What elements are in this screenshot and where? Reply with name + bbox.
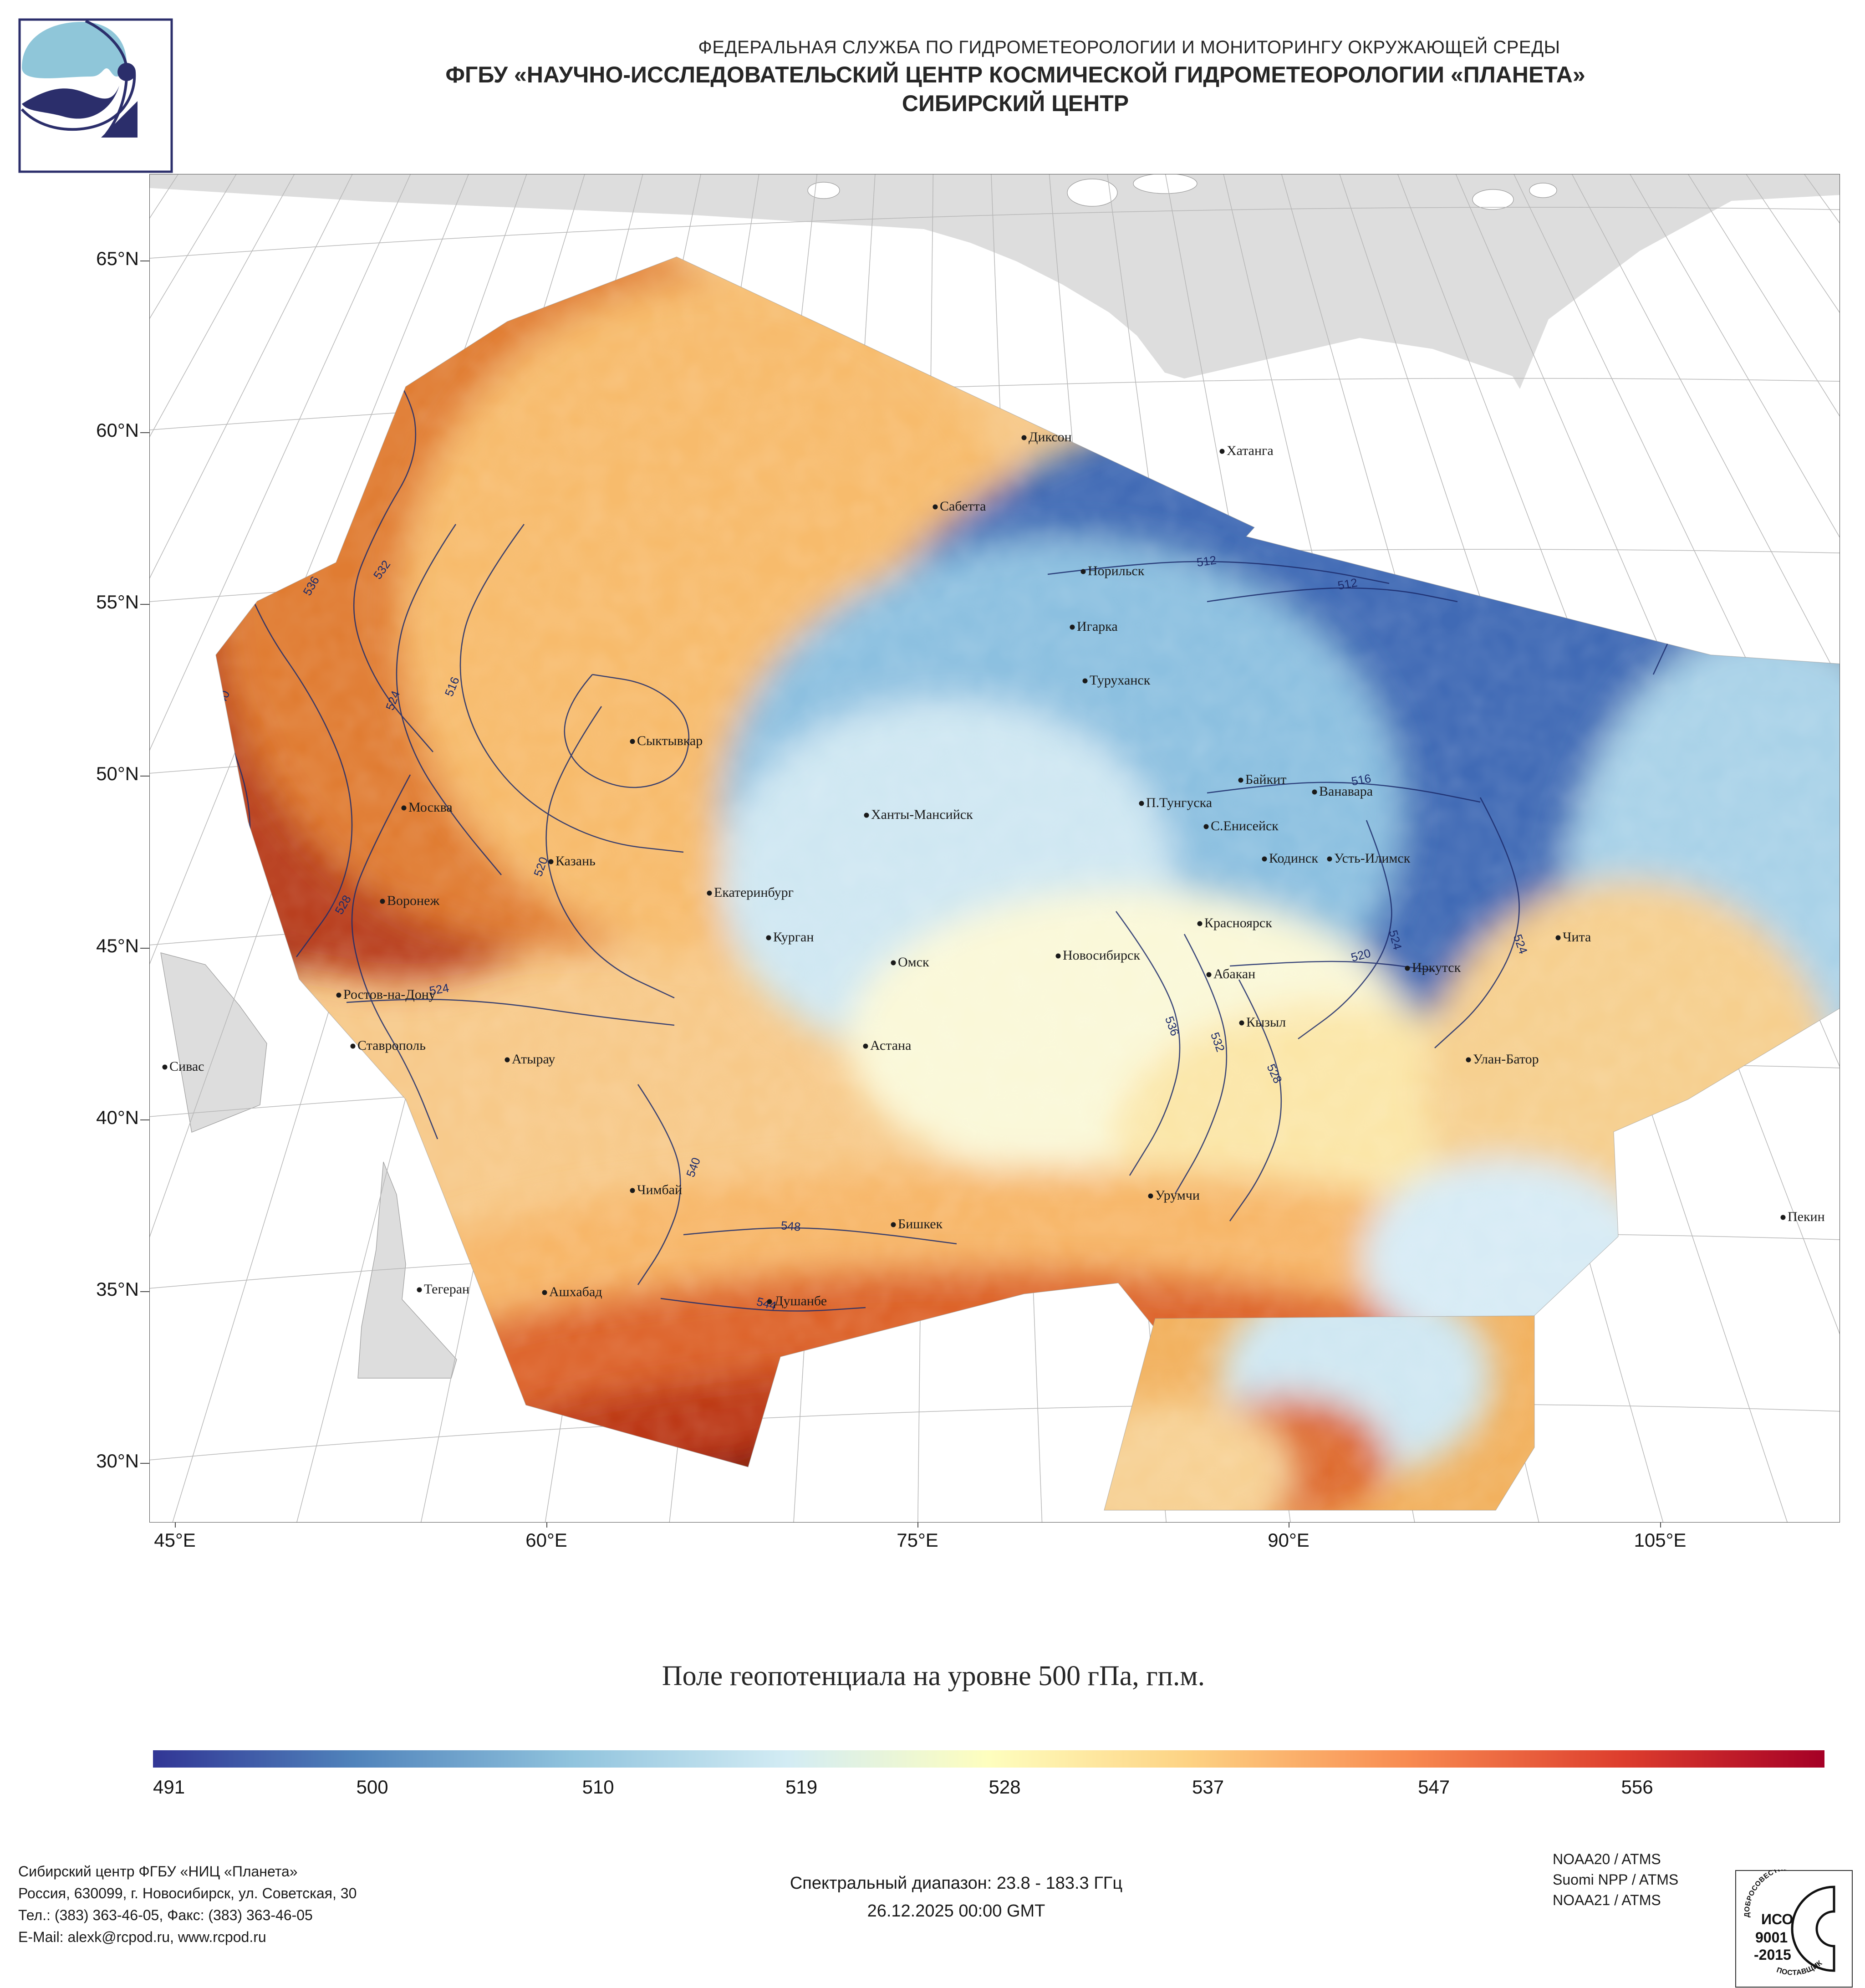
svg-text:Курган: Курган — [773, 930, 814, 945]
svg-text:П.Тунгуска: П.Тунгуска — [1146, 795, 1212, 810]
svg-text:9001: 9001 — [1755, 1929, 1788, 1946]
svg-text:-2015: -2015 — [1754, 1947, 1791, 1963]
svg-text:Ханты-Мансийск: Ханты-Мансийск — [871, 807, 973, 822]
svg-text:Иркутск: Иркутск — [1412, 960, 1461, 975]
svg-text:Кызыл: Кызыл — [1246, 1015, 1286, 1030]
svg-text:Улан-Батор: Улан-Батор — [1473, 1052, 1539, 1067]
svg-text:Красноярск: Красноярск — [1204, 915, 1272, 930]
svg-text:Душанбе: Душанбе — [774, 1293, 827, 1308]
svg-text:Диксон: Диксон — [1029, 429, 1072, 445]
svg-text:Байкит: Байкит — [1245, 772, 1286, 787]
svg-text:Сыктывкар: Сыктывкар — [637, 733, 703, 748]
svg-text:Чита: Чита — [1563, 930, 1591, 945]
svg-text:Ростов-на-Дону: Ростов-на-Дону — [343, 987, 436, 1002]
svg-text:Бишкек: Бишкек — [898, 1216, 943, 1232]
svg-text:С.Енисейск: С.Енисейск — [1211, 818, 1279, 833]
svg-text:512: 512 — [1196, 553, 1217, 569]
svg-text:Москва: Москва — [408, 800, 453, 815]
svg-text:Новосибирск: Новосибирск — [1063, 948, 1140, 963]
svg-text:Казань: Казань — [555, 853, 596, 869]
svg-text:Екатеринбург: Екатеринбург — [714, 885, 794, 900]
svg-text:ИСО: ИСО — [1761, 1911, 1793, 1927]
svg-text:Атырау: Атырау — [512, 1052, 555, 1067]
svg-text:Ванавара: Ванавара — [1319, 784, 1373, 799]
svg-text:Астана: Астана — [870, 1038, 911, 1053]
svg-text:Чимбай: Чимбай — [637, 1182, 682, 1197]
svg-text:Тегеран: Тегеран — [424, 1282, 469, 1297]
svg-text:548: 548 — [780, 1218, 801, 1234]
svg-text:Туруханск: Туруханск — [1090, 673, 1151, 688]
svg-text:Абакан: Абакан — [1213, 966, 1255, 981]
svg-text:Кодинск: Кодинск — [1269, 851, 1318, 866]
svg-text:Хатанга: Хатанга — [1227, 443, 1274, 458]
svg-text:Пекин: Пекин — [1788, 1209, 1825, 1224]
svg-text:Усть-Илимск: Усть-Илимск — [1334, 851, 1411, 866]
svg-text:Сабетта: Сабетта — [940, 499, 986, 514]
svg-text:Норильск: Норильск — [1088, 563, 1145, 578]
svg-text:Омск: Омск — [898, 955, 929, 970]
svg-text:Воронеж: Воронеж — [387, 893, 439, 908]
svg-text:Игарка: Игарка — [1077, 619, 1118, 634]
svg-text:Ашхабад: Ашхабад — [549, 1284, 602, 1299]
svg-text:Ставрополь: Ставрополь — [357, 1038, 426, 1053]
svg-text:Сивас: Сивас — [169, 1059, 204, 1074]
svg-text:Урумчи: Урумчи — [1155, 1188, 1200, 1203]
